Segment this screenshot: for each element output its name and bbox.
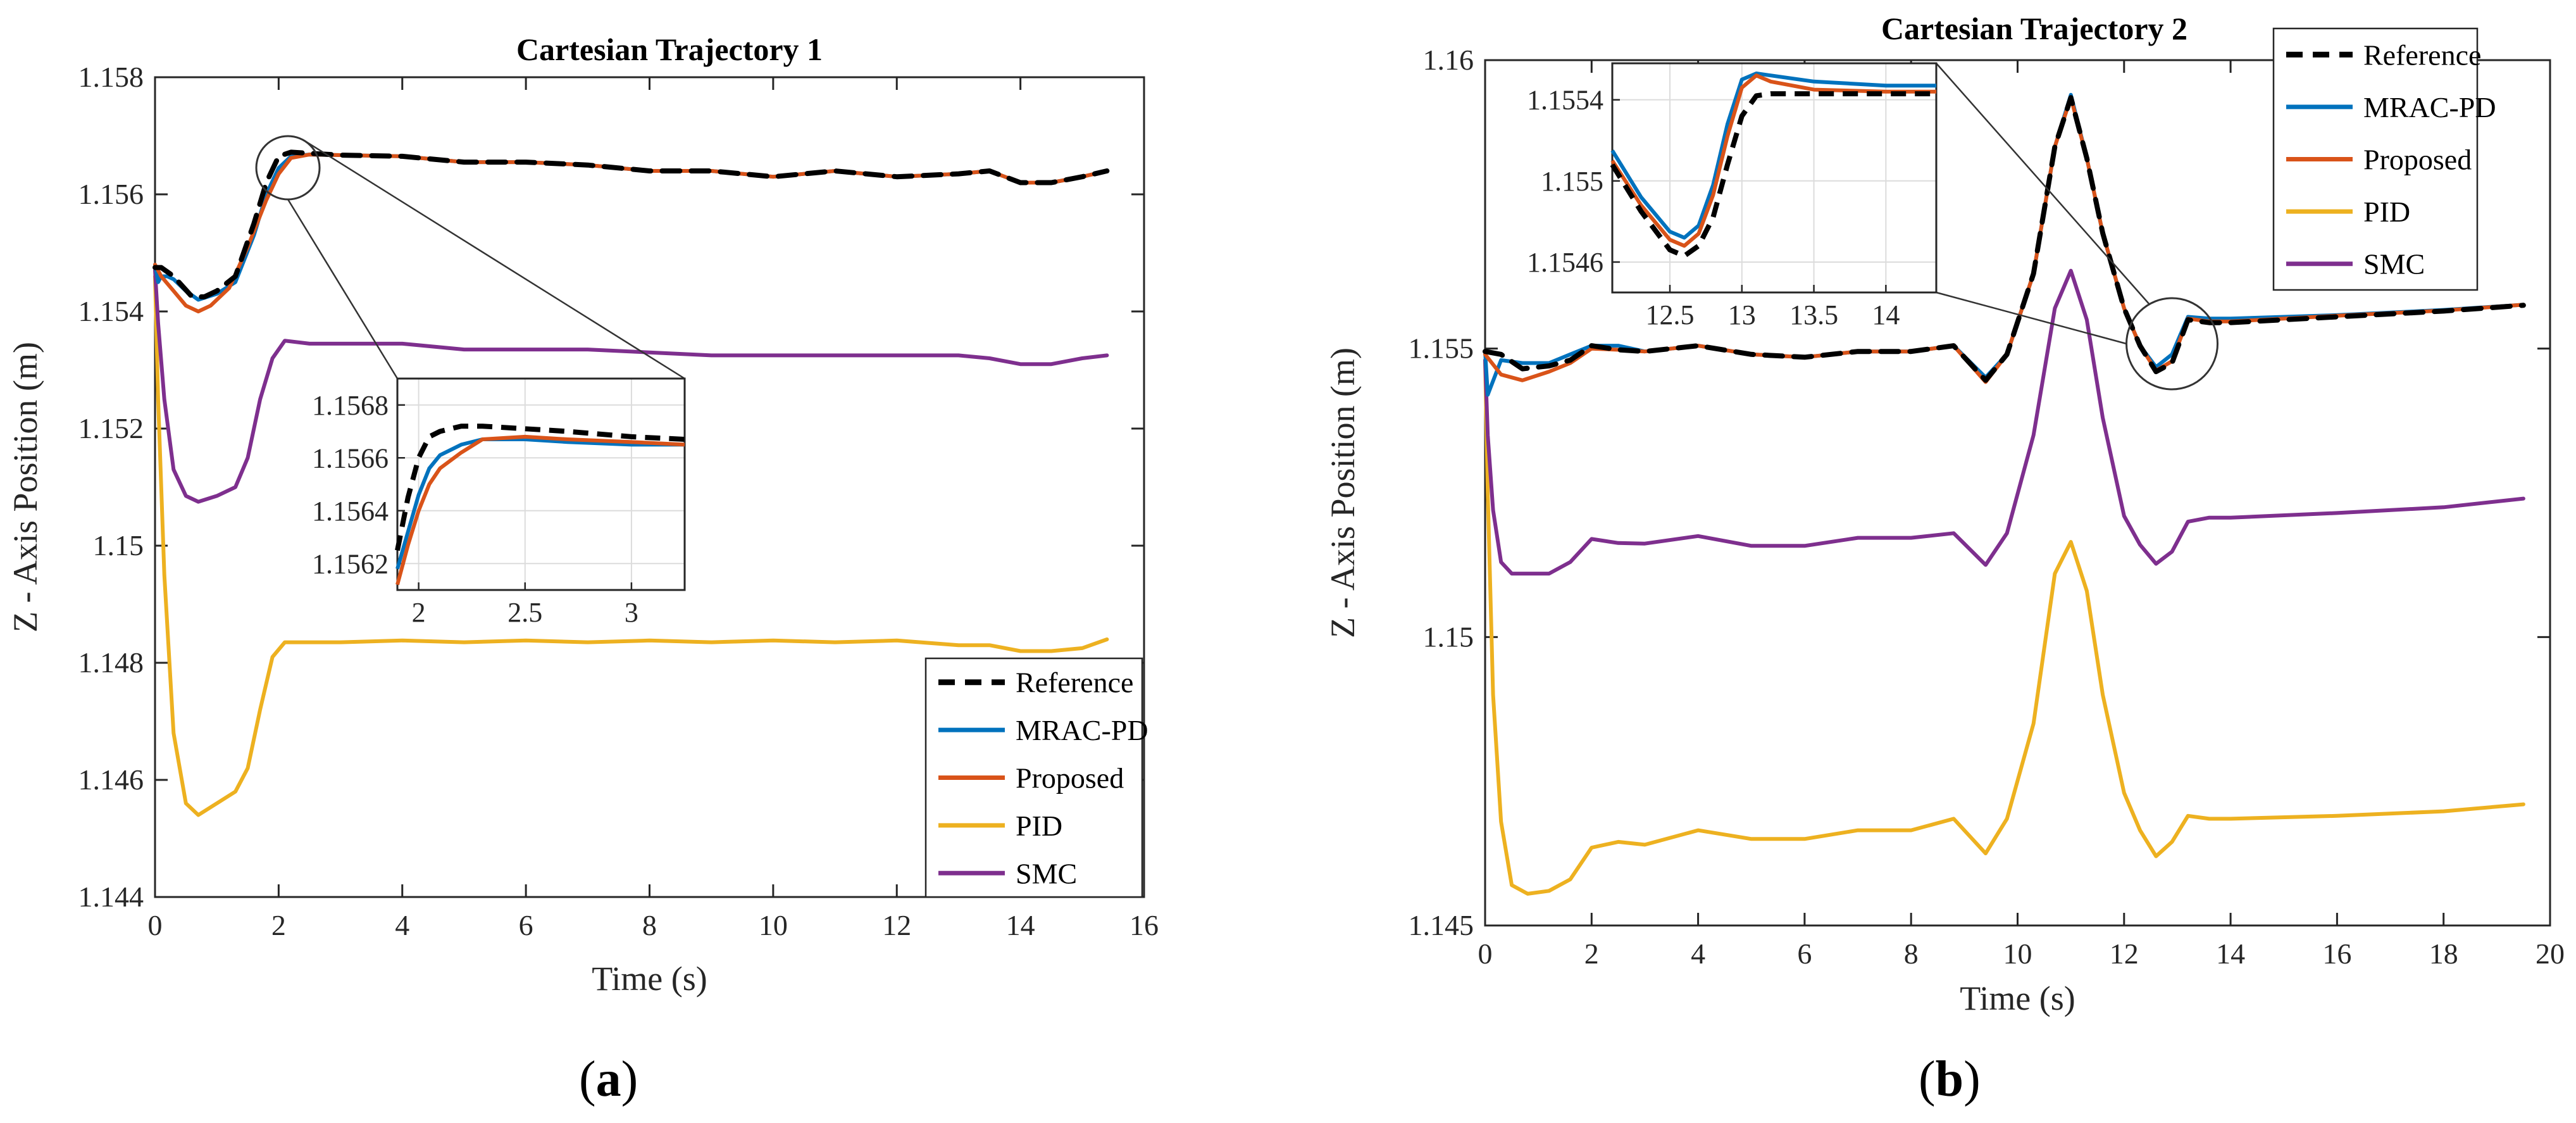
series-line-smc [1483,268,2525,576]
inset-series-line-mrac-pd [395,437,685,570]
y-tick-label: 1.146 [78,763,144,796]
y-tick-label: 1.145 [1409,909,1474,941]
x-tick-label: 14 [1006,909,1035,941]
inset-y-tick-label: 1.155 [1541,166,1603,197]
series-line-mrac-pd [153,153,1109,302]
panel-a-caption: (a) [579,1051,638,1107]
inset-y-tick-label: 1.1564 [312,496,389,527]
y-tick-label: 1.154 [78,295,144,327]
y-tick-label: 1.15 [93,529,144,562]
x-tick-label: 16 [2322,938,2351,970]
legend-label: Reference [1016,667,1133,699]
zoom-circle [255,135,321,201]
x-tick-label: 16 [1129,909,1159,941]
x-tick-label: 8 [642,909,657,941]
y-tick-label: 1.158 [78,61,144,93]
y-axis-label: Z - Axis Position (m) [1324,348,1362,638]
inset-frame [396,377,686,591]
inset-x-tick-label: 14 [1872,299,1900,330]
zoom-connector [303,139,685,380]
series-line-pid [153,274,1109,817]
inset-y-tick-label: 1.1546 [1527,247,1603,278]
x-axis-label: Time (s) [592,960,707,998]
y-tick-label: 1.152 [78,412,144,444]
x-tick-label: 14 [2216,938,2245,970]
inset-series-line-reference [1610,91,1936,259]
panel-b-caption: (b) [1919,1051,1981,1107]
legend-label: Proposed [2363,144,2472,176]
series-line-reference [1483,95,2526,383]
x-tick-label: 20 [2536,938,2565,970]
x-tick-label: 10 [2003,938,2032,970]
series-line-smc [153,268,1109,504]
series-line-proposed [153,153,1109,313]
inset-y-tick-label: 1.1568 [312,390,389,421]
zoom-connector [1936,291,2127,345]
legend-label: MRAC-PD [1016,714,1148,746]
y-tick-label: 1.144 [78,881,144,913]
inset-series-line-mrac-pd [1610,72,1936,240]
inset-area [396,377,686,591]
legend-label: SMC [2363,248,2425,280]
inset-plot: 12.5 13 13.5 14 1.1546 1.155 1.1554 [1527,62,1938,330]
chart-title: Cartesian Trajectory 1 [516,32,823,67]
inset-x-tick-label: 3 [625,597,638,628]
inset-y-tick-label: 1.1566 [312,442,389,474]
x-tick-label: 0 [148,909,163,941]
inset-area [1611,62,1938,294]
x-tick-label: 12 [2110,938,2139,970]
legend-label: MRAC-PD [2363,91,2496,123]
legend-label: PID [2363,196,2410,228]
legend-label: Reference [2363,39,2481,71]
y-tick-label: 1.16 [1423,44,1474,76]
x-axis-label: Time (s) [1960,979,2075,1017]
inset-y-tick-label: 1.1554 [1527,85,1603,116]
legend-label: Proposed [1016,762,1124,794]
legend-label: PID [1016,810,1062,842]
inset-plot: 2 2.5 3 1.1562 1.1564 1.1566 1.1568 [312,377,686,628]
inset-x-tick-label: 13.5 [1789,299,1838,330]
inset-frame [1611,62,1938,294]
inset-series-line-proposed [1610,73,1936,248]
zoom-connector [287,199,399,379]
y-tick-label: 1.15 [1423,620,1474,653]
x-tick-label: 8 [1904,938,1919,970]
x-tick-label: 4 [395,909,409,941]
inset-x-tick-label: 12.5 [1646,299,1695,330]
x-tick-label: 12 [882,909,911,941]
chart-panel-a: 0 2 4 6 8 10 12 14 16 1.144 1.146 1.148 1.15 1.152 1.1… [6,32,1159,998]
x-tick-label: 2 [271,909,286,941]
chart-panel-b: 0 2 4 6 8 10 12 14 16 18 20 1.145 1.15 1.155 1.16 Carte… [1324,11,2565,1017]
zoom-connector [1936,63,2150,305]
inset-x-tick-label: 13 [1728,299,1756,330]
series-line-pid [1483,358,2525,896]
x-tick-label: 6 [1797,938,1812,970]
y-tick-label: 1.148 [78,646,144,679]
y-tick-label: 1.156 [78,178,144,210]
x-tick-label: 6 [519,909,533,941]
inset-series-line-proposed [395,434,685,586]
y-axis-label: Z - Axis Position (m) [6,342,44,632]
x-tick-label: 2 [1584,938,1599,970]
x-tick-label: 4 [1691,938,1705,970]
inset-x-tick-label: 2.5 [507,597,542,628]
x-tick-label: 10 [759,909,788,941]
inset-series-line-reference [395,423,685,551]
legend: Reference MRAC-PD Proposed PID SMC [2272,27,2496,291]
inset-x-tick-label: 2 [412,597,426,628]
y-tick-label: 1.155 [1409,332,1474,365]
series-line-reference [152,149,1110,299]
x-tick-label: 0 [1478,938,1493,970]
chart-title: Cartesian Trajectory 2 [1881,11,2187,46]
x-tick-label: 18 [2429,938,2458,970]
legend-label: SMC [1016,857,1077,889]
inset-y-tick-label: 1.1562 [312,548,389,579]
legend: Reference MRAC-PD Proposed PID SMC [924,657,1148,898]
